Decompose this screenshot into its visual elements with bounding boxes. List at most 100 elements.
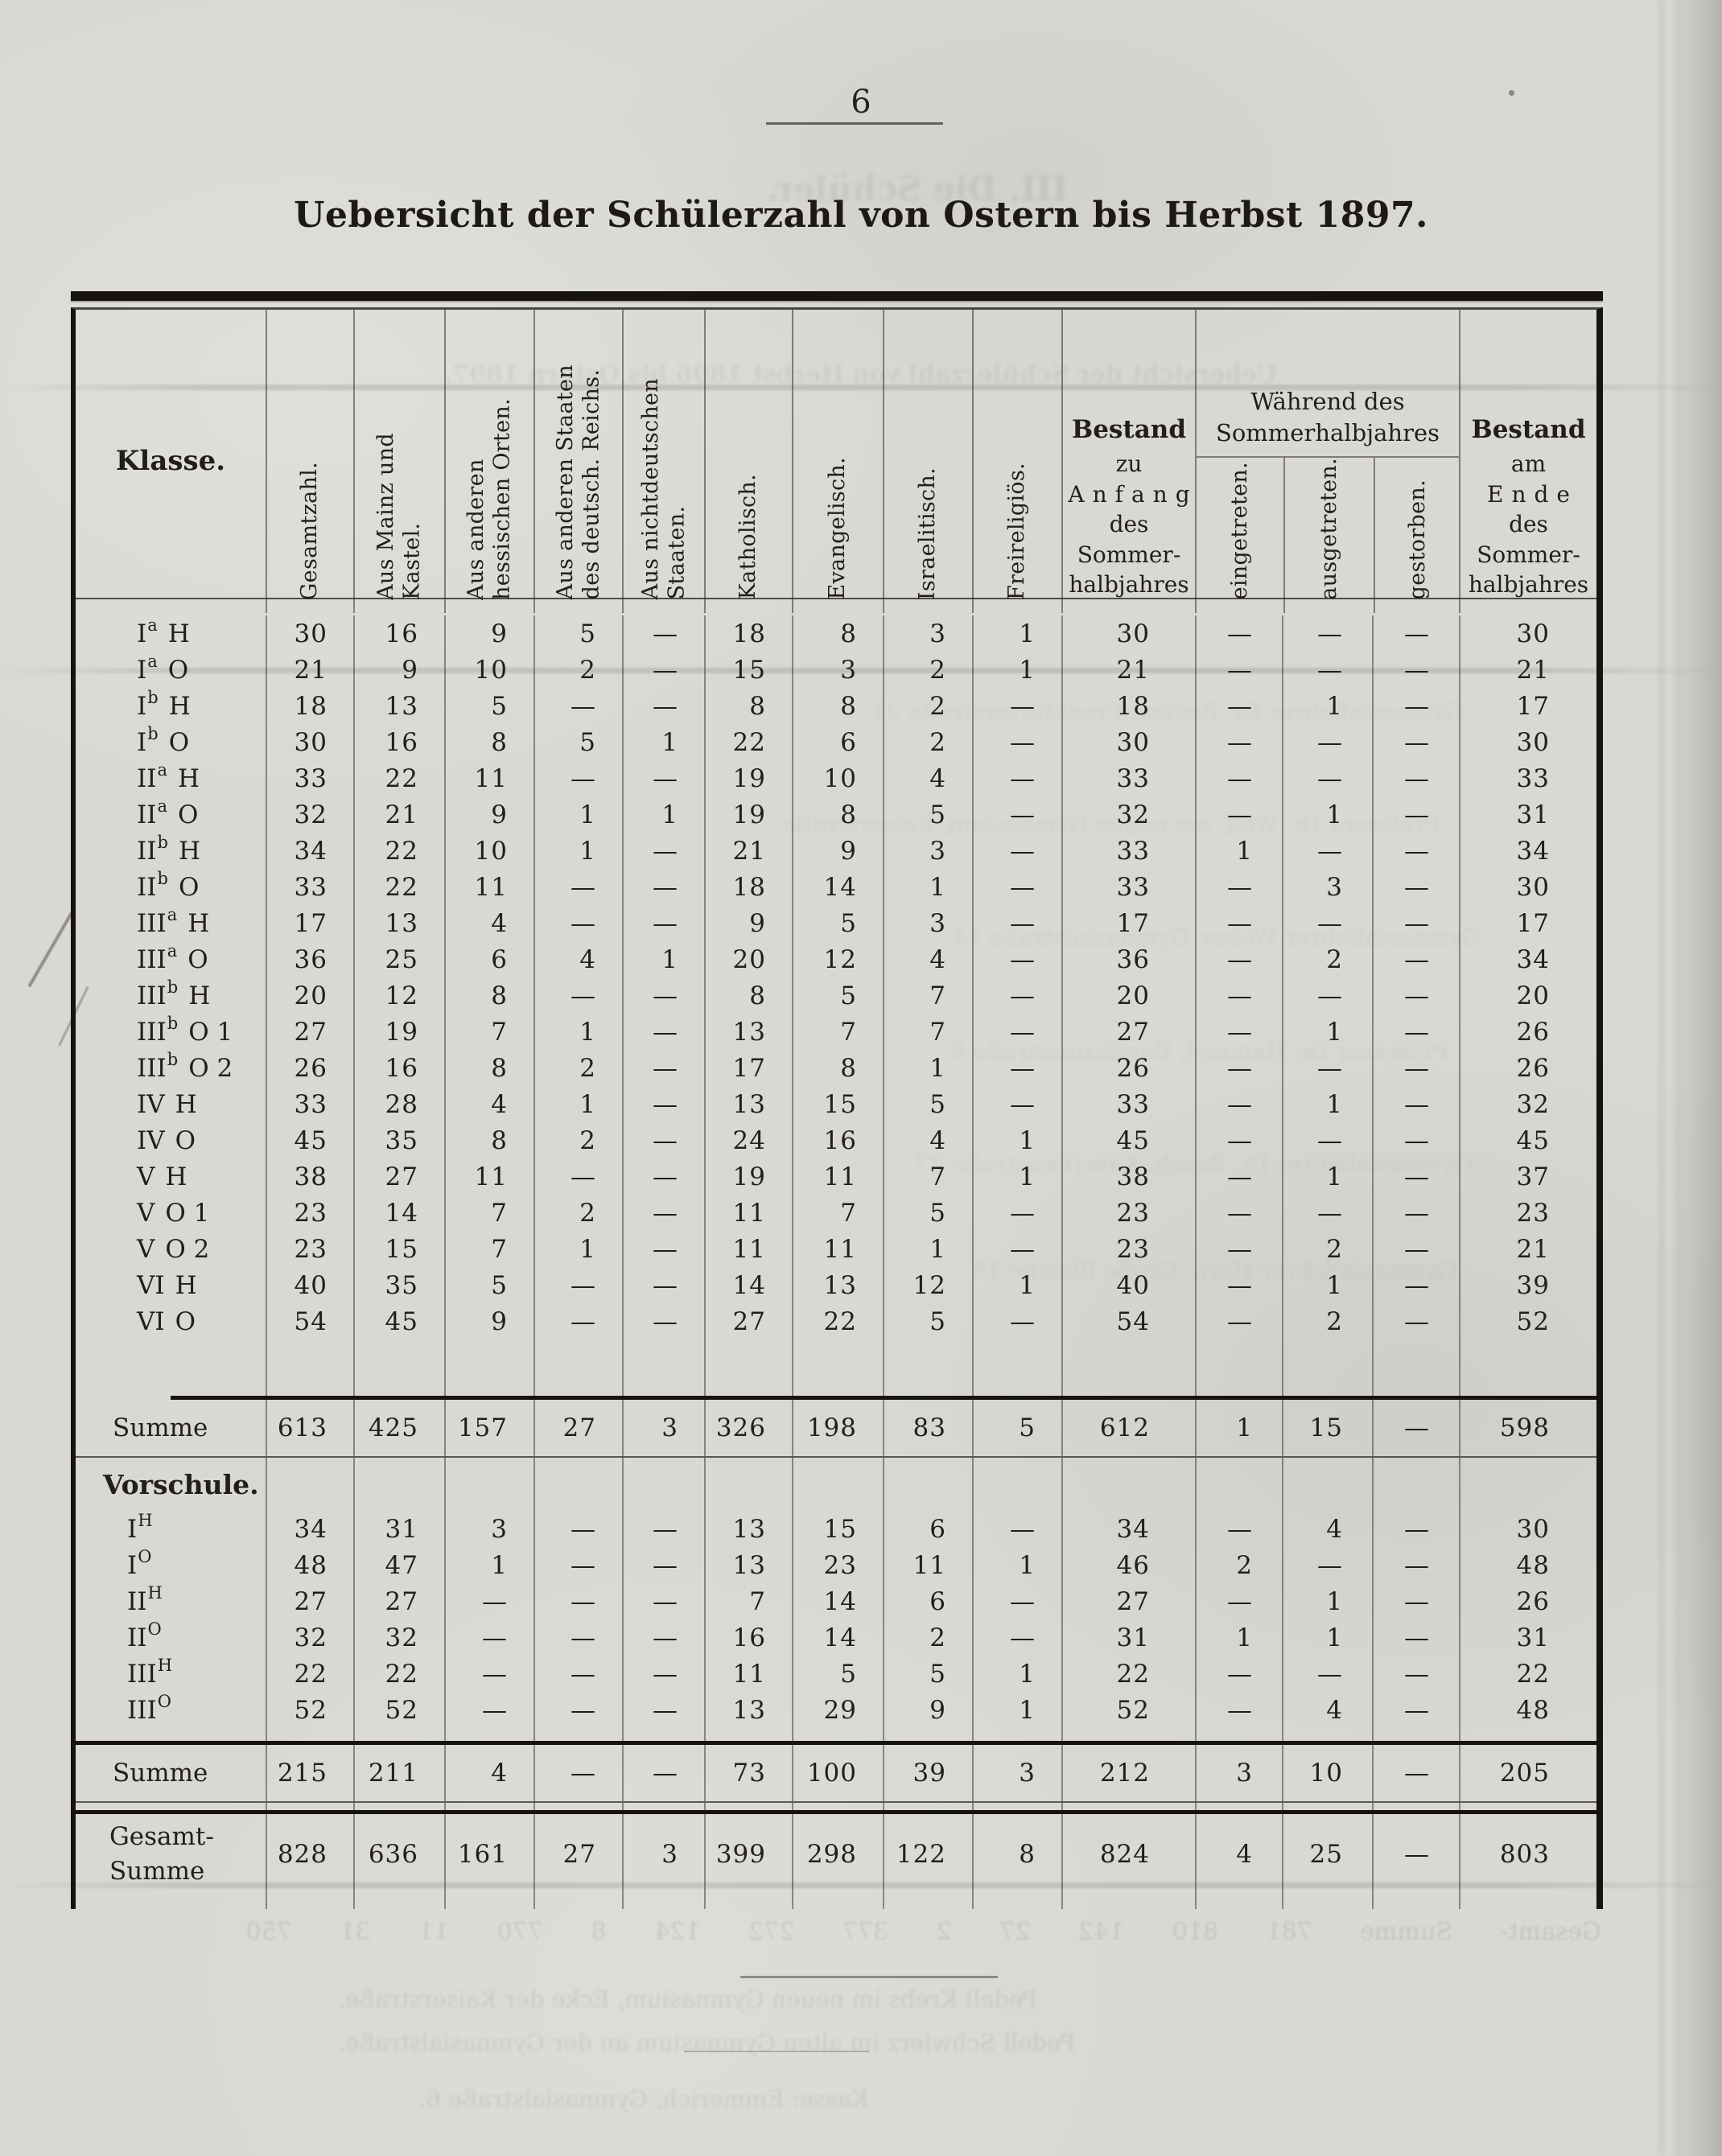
cell-gesamtzahl: 22	[266, 1656, 353, 1692]
cell-israelitisch: 4	[883, 1122, 972, 1158]
cell-bestand-ende: 17	[1459, 688, 1596, 724]
cell-hessische-orten: 5	[444, 688, 533, 724]
cell-nichtdeutsche-staaten: —	[622, 1195, 704, 1231]
cell-ausgetreten	[1282, 1895, 1372, 1909]
table-row: V H 38 27 11— —19 11 7 1 38—1—37	[76, 1158, 1596, 1195]
cell-israelitisch: 6	[883, 1583, 972, 1619]
cell-israelitisch: 2	[883, 652, 972, 688]
cell-gesamtzahl: 26	[266, 1050, 353, 1086]
cell-eingetreten: —	[1195, 977, 1282, 1014]
klasse-sup: a	[157, 796, 168, 816]
horizontal-rule	[76, 1810, 1596, 1814]
cell-bestand-ende: 26	[1459, 1583, 1596, 1619]
cell-mainz-kastel: 22	[353, 1656, 444, 1692]
cell-evangelisch: 8	[792, 796, 883, 833]
cell-gesamtzahl: 23	[266, 1231, 353, 1267]
cell-israelitisch: 7	[883, 977, 972, 1014]
page-title: Uebersicht der Schülerzahl von Ostern bi…	[294, 195, 1428, 236]
cell-freireligioes: —	[972, 905, 1061, 941]
klasse-roman: III	[137, 1053, 167, 1083]
cell-nichtdeutsche-staaten: —	[622, 1303, 704, 1339]
cell-israelitisch: 4	[883, 760, 972, 796]
cell-katholisch: 18	[704, 615, 792, 652]
cell-eingetreten: —	[1195, 941, 1282, 977]
cell-ausgetreten: 1	[1282, 1086, 1372, 1122]
cell-mainz-kastel	[353, 1803, 444, 1810]
cell-ausgetreten: —	[1282, 724, 1372, 760]
cell-gestorben: —	[1372, 1619, 1459, 1656]
cell-deutsches-reich	[533, 1458, 622, 1511]
cell-gesamtzahl: 32	[266, 796, 353, 833]
cell-hessische-orten: 157	[444, 1400, 533, 1456]
cell-gesamtzahl: 30	[266, 724, 353, 760]
col-header-label: Evangelisch.	[825, 457, 851, 600]
cell-evangelisch	[792, 1728, 883, 1741]
cell-freireligioes: 1	[972, 1122, 1061, 1158]
cell-gestorben: —	[1372, 869, 1459, 905]
cell-gestorben: —	[1372, 1050, 1459, 1086]
klasse-sup: H	[147, 1582, 163, 1603]
cell-hessische-orten	[444, 1895, 533, 1909]
cell-evangelisch: 5	[792, 977, 883, 1014]
col-header-gesamtzahl: Gesamtzahl.	[266, 310, 353, 613]
cell-mainz-kastel: 47	[353, 1547, 444, 1583]
cell-ausgetreten	[1282, 1803, 1372, 1810]
header-line: Anfang	[1068, 480, 1198, 508]
cell-hessische-orten: 7	[444, 1014, 533, 1050]
cell-gestorben: —	[1372, 1014, 1459, 1050]
summe-row: Summe 215 211 4— —73 100 39 3 212 3 10—205	[76, 1745, 1596, 1801]
cell-bestand-anfang	[1061, 1728, 1195, 1741]
cell-hessische-orten: —	[444, 1619, 533, 1656]
cell-hessische-orten: 11	[444, 869, 533, 905]
cell-israelitisch	[883, 1339, 972, 1396]
klasse-sup: b	[167, 1013, 179, 1033]
cell-deutsches-reich: 1	[533, 796, 622, 833]
cell-katholisch: 11	[704, 1231, 792, 1267]
row-label: III b O 2	[76, 1050, 266, 1086]
cell-nichtdeutsche-staaten: —	[622, 1086, 704, 1122]
cell-deutsches-reich	[533, 1728, 622, 1741]
cell-katholisch: 73	[704, 1745, 792, 1801]
cell-hessische-orten: 9	[444, 1303, 533, 1339]
cell-freireligioes: —	[972, 1231, 1061, 1267]
section-row-vorschule: Vorschule.	[76, 1458, 1596, 1511]
klasse-roman: I	[137, 619, 147, 648]
cell-gestorben: —	[1372, 1195, 1459, 1231]
cell-nichtdeutsche-staaten: —	[622, 1656, 704, 1692]
cell-freireligioes: 5	[972, 1400, 1061, 1456]
cell-bestand-ende	[1459, 1803, 1596, 1810]
cell-evangelisch: 298	[792, 1814, 883, 1895]
cell-gesamtzahl	[266, 1339, 353, 1396]
cell-katholisch	[704, 1803, 792, 1810]
spacer-row	[76, 1339, 1596, 1396]
cell-evangelisch: 11	[792, 1158, 883, 1195]
cell-gestorben: —	[1372, 1158, 1459, 1195]
cell-gestorben: —	[1372, 1547, 1459, 1583]
cell-gestorben	[1372, 1339, 1459, 1396]
cell-bestand-ende: 205	[1459, 1745, 1596, 1801]
cell-israelitisch: 11	[883, 1547, 972, 1583]
cell-deutsches-reich: —	[533, 1547, 622, 1583]
col-header-gestorben: gestorben.	[1374, 458, 1460, 613]
cell-israelitisch: 39	[883, 1745, 972, 1801]
row-label	[76, 1339, 266, 1396]
cell-nichtdeutsche-staaten: 1	[622, 724, 704, 760]
cell-freireligioes: 1	[972, 1656, 1061, 1692]
klasse-sup: a	[147, 651, 158, 671]
cell-evangelisch: 10	[792, 760, 883, 796]
cell-deutsches-reich: —	[533, 1619, 622, 1656]
cell-bestand-ende: 33	[1459, 760, 1596, 796]
cell-mainz-kastel: 27	[353, 1158, 444, 1195]
cell-deutsches-reich: —	[533, 688, 622, 724]
klasse-suffix: H	[175, 1089, 197, 1119]
klasse-suffix: O	[167, 655, 189, 685]
cell-mainz-kastel: 45	[353, 1303, 444, 1339]
row-label: IV H	[76, 1086, 266, 1122]
cell-bestand-ende: 39	[1459, 1267, 1596, 1303]
cell-bestand-anfang: 31	[1061, 1619, 1195, 1656]
row-label: VI H	[76, 1267, 266, 1303]
klasse-suffix: H	[188, 981, 211, 1010]
